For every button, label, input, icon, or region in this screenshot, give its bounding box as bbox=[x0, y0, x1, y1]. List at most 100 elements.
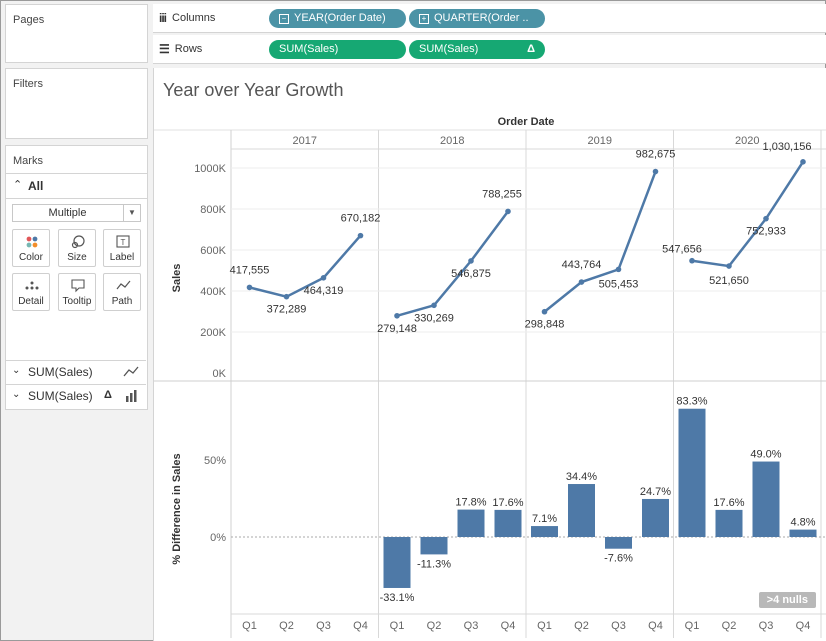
columns-shelf-label-group: iii Columns bbox=[159, 11, 215, 25]
quarter-label: Q2 bbox=[722, 620, 737, 632]
detail-button-label: Detail bbox=[18, 296, 44, 307]
year-header-2018: 2018 bbox=[440, 135, 464, 147]
tooltip-button[interactable]: Tooltip bbox=[58, 273, 96, 311]
pill-label: YEAR(Order Date) bbox=[294, 12, 386, 24]
detail-icon bbox=[25, 281, 39, 290]
top-tick-label: 400K bbox=[200, 286, 226, 298]
pill-year-order-date[interactable]: − YEAR(Order Date) bbox=[269, 9, 406, 28]
pages-card[interactable]: Pages bbox=[5, 4, 148, 63]
sales-line-2020 bbox=[691, 161, 805, 268]
chevron-up-icon: ⌃ bbox=[13, 179, 23, 191]
sales-point bbox=[689, 257, 695, 264]
marks-all-row[interactable]: ⌃ All bbox=[6, 173, 147, 199]
rows-label: Rows bbox=[174, 43, 203, 55]
column-header-order-date: Order Date bbox=[498, 116, 555, 128]
top-axis-label: Sales bbox=[171, 264, 183, 293]
quarter-label: Q1 bbox=[242, 620, 257, 632]
viz-view: Year over Year Growth Order Date 2017 2018… bbox=[153, 68, 826, 641]
diff-label: 17.6% bbox=[492, 497, 523, 509]
diff-bar bbox=[715, 509, 743, 537]
label-icon: T bbox=[116, 235, 130, 248]
columns-icon: iii bbox=[159, 11, 167, 25]
sales-point bbox=[652, 168, 659, 175]
pill-label: SUM(Sales) bbox=[279, 43, 339, 55]
quarter-label: Q1 bbox=[537, 620, 552, 632]
label-button-label: Label bbox=[109, 252, 135, 263]
diff-bar bbox=[383, 537, 411, 588]
quarter-label: Q4 bbox=[648, 620, 663, 632]
pill-sum-sales[interactable]: SUM(Sales) bbox=[269, 40, 406, 59]
bottom-axis-label: % Difference in Sales bbox=[171, 453, 183, 564]
path-button[interactable]: Path bbox=[103, 273, 141, 311]
columns-shelf: iii Columns − YEAR(Order Date) + QUARTER(O… bbox=[153, 4, 826, 33]
chevron-down-icon: ⌄ bbox=[12, 389, 21, 400]
diff-label: 83.3% bbox=[676, 396, 707, 408]
diff-bar bbox=[678, 408, 706, 537]
quarter-label: Q1 bbox=[390, 620, 405, 632]
sales-label: 521,650 bbox=[709, 275, 749, 287]
color-button[interactable]: Color bbox=[12, 229, 50, 267]
sales-label: 982,675 bbox=[636, 149, 676, 161]
sales-point bbox=[357, 232, 364, 239]
quarter-label: Q3 bbox=[759, 620, 774, 632]
quarter-label: Q3 bbox=[316, 620, 331, 632]
sales-label: 464,319 bbox=[304, 285, 344, 297]
sales-point bbox=[283, 293, 290, 300]
top-tick-label: 800K bbox=[200, 204, 226, 216]
size-icon bbox=[71, 235, 85, 249]
rows-icon: ☰ bbox=[159, 42, 170, 56]
label-button[interactable]: T Label bbox=[103, 229, 141, 267]
diff-label: -7.6% bbox=[604, 553, 633, 565]
color-button-label: Color bbox=[19, 252, 43, 263]
quarter-label: Q1 bbox=[685, 620, 700, 632]
mark-card-sum-sales-bar[interactable]: ⌄ SUM(Sales) Δ bbox=[5, 384, 146, 408]
diff-label: 17.8% bbox=[455, 497, 486, 509]
marks-title: Marks bbox=[13, 155, 43, 167]
rows-shelf: ☰ Rows SUM(Sales) SUM(Sales) Δ bbox=[153, 35, 826, 64]
nulls-indicator[interactable]: >4 nulls bbox=[758, 592, 816, 608]
tooltip-icon bbox=[71, 279, 85, 293]
sales-label: 298,848 bbox=[525, 319, 565, 331]
marks-card: Marks ⌃ All Multiple ▼ Color Size T Labe… bbox=[5, 145, 148, 410]
mark-type-value: Multiple bbox=[48, 207, 87, 219]
sales-label: 330,269 bbox=[414, 312, 454, 324]
pill-quarter-order-date[interactable]: + QUARTER(Order .. bbox=[409, 9, 545, 28]
sales-point bbox=[578, 279, 585, 285]
sales-point bbox=[431, 302, 437, 309]
sales-label: 752,933 bbox=[746, 226, 786, 238]
sales-label: 417,555 bbox=[230, 264, 270, 276]
mark-type-dropdown[interactable]: Multiple ▼ bbox=[12, 204, 141, 222]
size-button[interactable]: Size bbox=[58, 229, 96, 267]
quarter-label: Q4 bbox=[796, 620, 811, 632]
path-icon bbox=[116, 280, 131, 290]
color-dots-icon bbox=[26, 236, 38, 248]
year-header-2017: 2017 bbox=[293, 135, 317, 147]
quarter-label: Q3 bbox=[611, 620, 626, 632]
bar-icon bbox=[126, 390, 137, 402]
tooltip-button-label: Tooltip bbox=[62, 296, 92, 307]
quarter-label: Q2 bbox=[574, 620, 589, 632]
sales-label: 546,875 bbox=[451, 268, 491, 280]
quarter-label: Q3 bbox=[464, 620, 479, 632]
diff-label: 7.1% bbox=[532, 513, 557, 525]
diff-label: -11.3% bbox=[417, 558, 451, 570]
quarter-label: Q4 bbox=[501, 620, 516, 632]
diff-label: 17.6% bbox=[713, 497, 744, 509]
mark-card-label: SUM(Sales) bbox=[28, 365, 93, 379]
sales-label: 505,453 bbox=[599, 278, 639, 290]
year-header-2020: 2020 bbox=[735, 135, 759, 147]
collapse-icon: − bbox=[279, 14, 289, 24]
chevron-down-icon: ⌄ bbox=[12, 365, 21, 376]
sales-label: 788,255 bbox=[482, 188, 522, 200]
diff-bar bbox=[494, 509, 522, 537]
mark-card-sum-sales-line[interactable]: ⌄ SUM(Sales) bbox=[5, 360, 146, 384]
diff-label: -33.1% bbox=[380, 592, 415, 604]
sales-label: 670,182 bbox=[341, 213, 381, 225]
filters-card[interactable]: Filters bbox=[5, 68, 148, 139]
delta-icon: Δ bbox=[527, 43, 535, 55]
expand-icon: + bbox=[419, 14, 429, 24]
pill-sum-sales-delta[interactable]: SUM(Sales) Δ bbox=[409, 40, 545, 59]
detail-button[interactable]: Detail bbox=[12, 273, 50, 311]
sales-point bbox=[541, 308, 548, 315]
